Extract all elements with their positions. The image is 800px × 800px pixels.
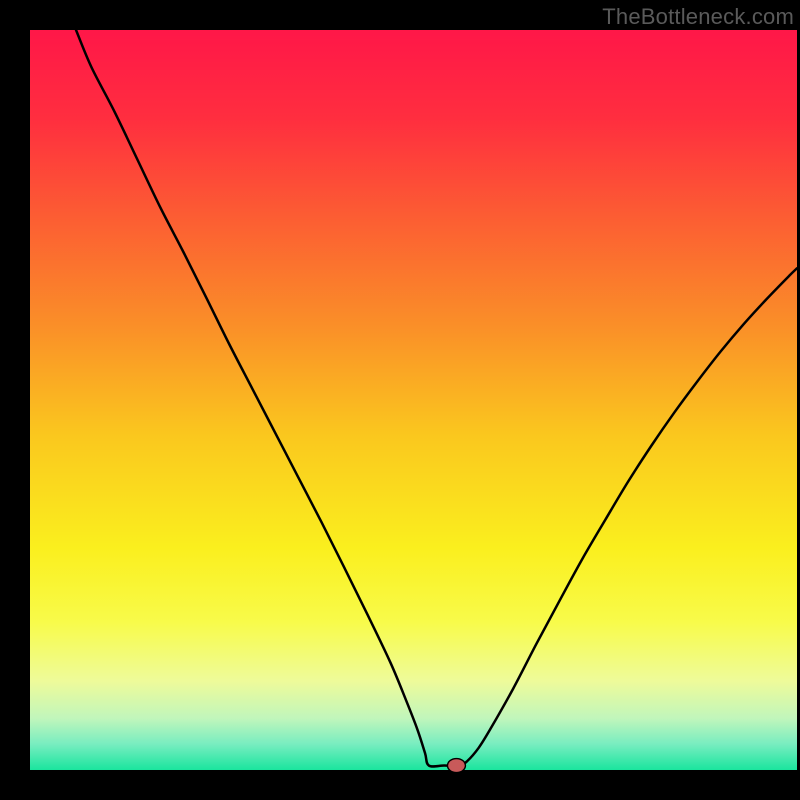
watermark-text: TheBottleneck.com <box>602 4 794 30</box>
bottleneck-curve-chart <box>0 0 800 800</box>
bottleneck-marker <box>447 759 465 773</box>
chart-container: TheBottleneck.com <box>0 0 800 800</box>
